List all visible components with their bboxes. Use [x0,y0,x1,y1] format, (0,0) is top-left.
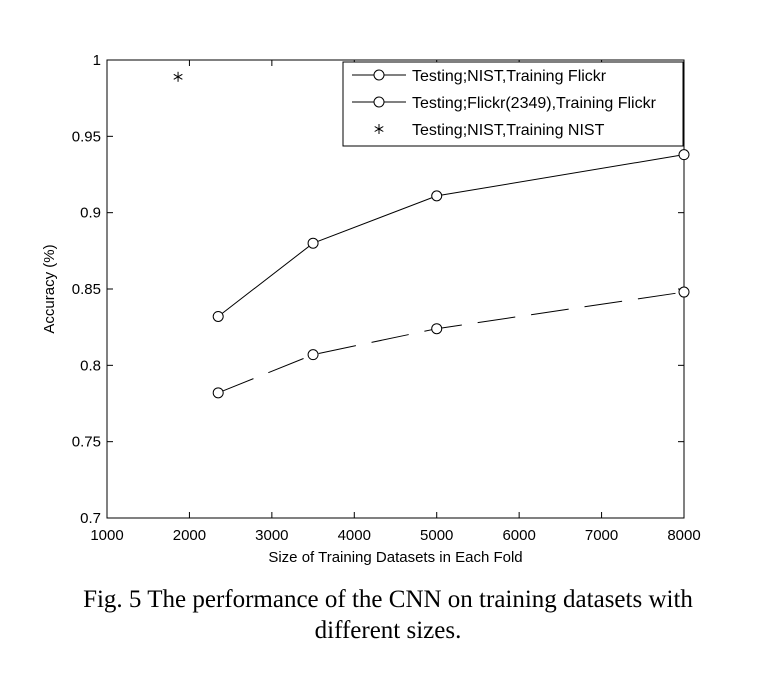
star-stroke [173,73,183,80]
y-tick-label: 0.85 [72,281,101,298]
y-tick-label: 0.8 [80,357,101,374]
y-tick-label: 0.9 [80,205,101,222]
y-tick-label: 0.95 [72,128,101,145]
series-line [218,291,685,394]
data-point [307,237,319,249]
legend-label: Testing;NIST,Training Flickr [412,68,607,85]
data-point [212,310,224,322]
data-point [678,286,690,298]
y-tick-label: 0.75 [72,434,101,451]
x-tick-label: 3000 [255,527,288,544]
caption-line-2: different sizes. [314,617,462,644]
x-axis-label: Size of Training Datasets in Each Fold [268,549,522,566]
y-tick-label: 1 [93,52,101,69]
data-point [212,387,224,399]
x-tick-label: 7000 [585,527,618,544]
legend-marker [373,69,385,81]
series-3 [173,71,183,82]
legend-label: Testing;NIST,Training NIST [412,122,605,139]
series-line [217,154,685,317]
legend-marker [374,124,384,134]
legend-label: Testing;Flickr(2349),Training Flickr [412,95,657,112]
x-tick-label: 5000 [420,527,453,544]
series-1 [212,149,690,322]
legend: Testing;NIST,Training Flickr Testing;Flic… [342,61,684,147]
x-tick-label: 8000 [667,527,700,544]
y-axis-label: Accuracy (%) [41,244,58,333]
data-point [307,349,319,361]
x-tick-label: 6000 [502,527,535,544]
x-tick-label: 2000 [173,527,206,544]
x-tick-label: 4000 [338,527,371,544]
accuracy-chart: 1000 2000 3000 4000 5000 6000 7000 8000 0.7 0.75 0… [41,52,701,566]
data-point [431,323,443,335]
data-point [173,71,183,82]
x-tick-label: 1000 [90,527,123,544]
legend-marker [373,96,385,108]
caption-line-1: Fig. 5 The performance of the CNN on tra… [83,586,693,613]
star-stroke [374,126,384,132]
legend-box [342,61,684,147]
data-point [431,190,443,202]
data-point [678,149,690,161]
y-tick-label: 0.7 [80,510,101,527]
series-2 [212,286,690,399]
